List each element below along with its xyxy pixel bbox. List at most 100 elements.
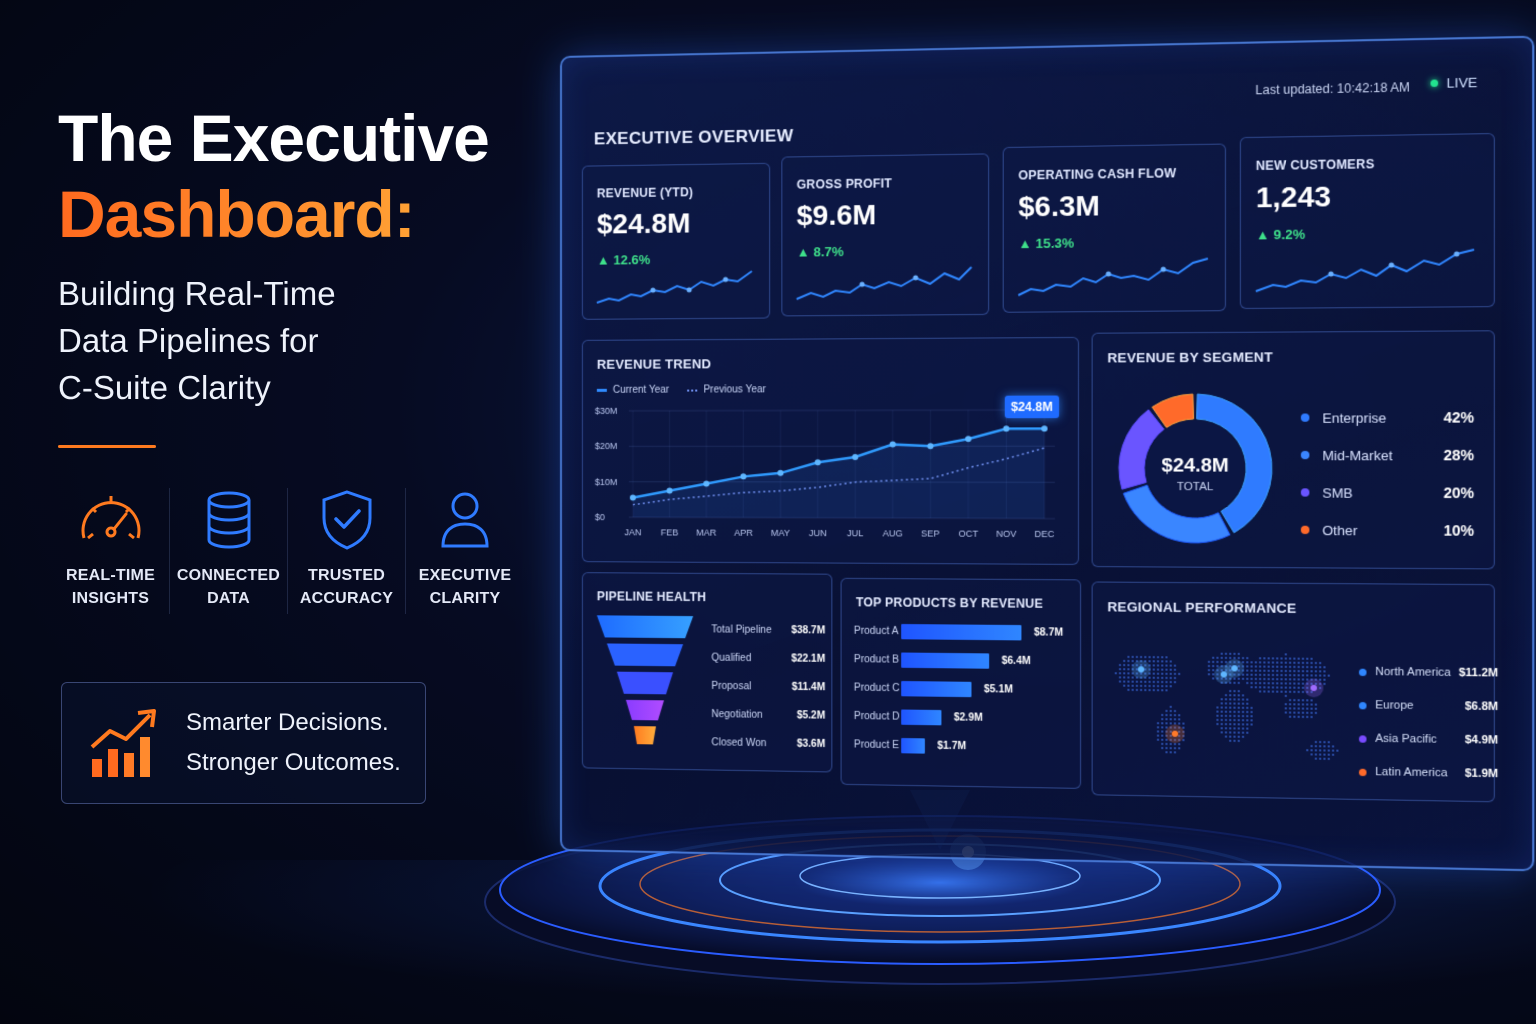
map-dot: [1315, 749, 1317, 751]
map-dot: [1246, 661, 1248, 663]
segment-pct: 42%: [1444, 409, 1475, 426]
map-dot: [1302, 687, 1304, 689]
pipeline-stage-name: Proposal: [711, 681, 751, 693]
map-dot: [1233, 719, 1235, 721]
map-dot: [1221, 706, 1223, 708]
map-dot: [1263, 682, 1265, 684]
revenue-by-segment-card[interactable]: REVENUE BY SEGMENT $24.8M TOTAL Enterpri…: [1092, 330, 1495, 569]
map-dot: [1178, 714, 1180, 716]
map-dot: [1293, 691, 1295, 693]
segment-pct: 10%: [1444, 522, 1475, 539]
map-dot: [1315, 712, 1317, 714]
map-dot: [1174, 743, 1176, 745]
map-dot: [1323, 745, 1325, 747]
map-dot: [1302, 703, 1304, 705]
kpi-card-revenue[interactable]: REVENUE (YTD) $24.8M ▲ 12.6%: [582, 163, 770, 320]
kpi-card-gross-profit[interactable]: GROSS PROFIT $9.6M ▲ 8.7%: [781, 153, 989, 316]
pipeline-row: Proposal $11.4M: [711, 681, 825, 694]
map-dot: [1229, 727, 1231, 729]
map-dot: [1221, 711, 1223, 713]
segment-pct: 28%: [1444, 447, 1475, 464]
map-dot: [1157, 685, 1159, 687]
map-dot: [1310, 708, 1312, 710]
map-dot: [1140, 681, 1142, 683]
map-dot: [1302, 716, 1304, 718]
kpi-delta: ▲ 8.7%: [797, 244, 844, 260]
pipeline-health-card[interactable]: PIPELINE HEALTH Total Pipeline $38.7M Qua…: [582, 572, 832, 772]
y-tick-label: $20M: [595, 441, 617, 451]
map-dot: [1233, 727, 1235, 729]
segment-row-mid-market: Mid-Market 28%: [1301, 447, 1474, 464]
database-icon: [194, 488, 264, 552]
regional-performance-card[interactable]: REGIONAL PERFORMANCE North America $11.2…: [1092, 581, 1495, 802]
map-dot: [1272, 670, 1274, 672]
kpi-card-operating-cash-flow[interactable]: OPERATING CASH FLOW $6.3M ▲ 15.3%: [1003, 144, 1226, 313]
map-dot: [1246, 682, 1248, 684]
map-dot: [1229, 735, 1231, 737]
map-dot: [1136, 685, 1138, 687]
map-dot: [1280, 666, 1282, 668]
map-dot: [1161, 689, 1163, 691]
region-value: $6.8M: [1465, 700, 1498, 713]
map-dot: [1242, 694, 1244, 696]
product-row: Product D $2.9M: [854, 709, 983, 726]
map-dot: [1250, 661, 1252, 663]
map-dot: [1328, 745, 1330, 747]
map-dot: [1332, 754, 1334, 756]
map-dot: [1289, 699, 1291, 701]
product-name: Product A: [854, 626, 901, 638]
map-dot: [1233, 653, 1235, 655]
map-dot: [1306, 699, 1308, 701]
map-dot: [1310, 753, 1312, 755]
map-dot: [1123, 664, 1125, 666]
map-dot: [1182, 722, 1184, 724]
map-dot: [1250, 665, 1252, 667]
map-dot: [1259, 690, 1261, 692]
map-dot: [1161, 685, 1163, 687]
map-dot: [1289, 670, 1291, 672]
map-dot: [1293, 678, 1295, 680]
map-dot: [1250, 719, 1252, 721]
map-dot: [1302, 678, 1304, 680]
product-name: Product B: [854, 654, 901, 666]
data-point-current-year: [852, 454, 858, 460]
map-dot: [1221, 727, 1223, 729]
shield-check-icon: [312, 488, 382, 552]
revenue-trend-card[interactable]: REVENUE TREND Current Year Previous Year…: [582, 337, 1079, 565]
map-dot: [1225, 727, 1227, 729]
map-dot: [1165, 743, 1167, 745]
map-dot: [1285, 691, 1287, 693]
map-dot: [1310, 712, 1312, 714]
map-dot: [1306, 670, 1308, 672]
map-dot: [1293, 682, 1295, 684]
y-tick-label: $0: [595, 512, 605, 522]
map-dot: [1136, 656, 1138, 658]
map-dot: [1225, 719, 1227, 721]
map-dot: [1148, 689, 1150, 691]
map-dot: [1276, 657, 1278, 659]
region-name: North America: [1375, 666, 1459, 679]
map-dot: [1229, 702, 1231, 704]
map-dot: [1263, 678, 1265, 680]
map-dot: [1123, 660, 1125, 662]
map-dot: [1293, 711, 1295, 713]
region-row-north-america: North America $11.2M: [1359, 666, 1498, 680]
map-dot: [1170, 722, 1172, 724]
map-dot: [1161, 668, 1163, 670]
map-dot: [1302, 662, 1304, 664]
map-dot: [1148, 681, 1150, 683]
pipeline-funnel-chart: [595, 613, 705, 765]
segment-pct: 20%: [1444, 484, 1475, 501]
map-dot: [1119, 680, 1121, 682]
revenue-trend-chart: $30M$20M$10M$0JAN FEB MAR APR MAY JUN JUL AUG SE…: [583, 338, 1080, 566]
map-dot: [1174, 673, 1176, 675]
map-dot: [1229, 740, 1231, 742]
top-products-card[interactable]: TOP PRODUCTS BY REVENUE Product A $8.7M Pr…: [841, 578, 1082, 789]
map-dot: [1127, 660, 1129, 662]
feature-label-line2: CLARITY: [406, 587, 524, 610]
map-dot: [1259, 670, 1261, 672]
region-dot-icon: [1359, 735, 1367, 742]
kpi-card-new-customers[interactable]: NEW CUSTOMERS 1,243 ▲ 9.2%: [1240, 133, 1495, 309]
map-dot: [1293, 666, 1295, 668]
product-value: $6.4M: [1002, 656, 1031, 668]
